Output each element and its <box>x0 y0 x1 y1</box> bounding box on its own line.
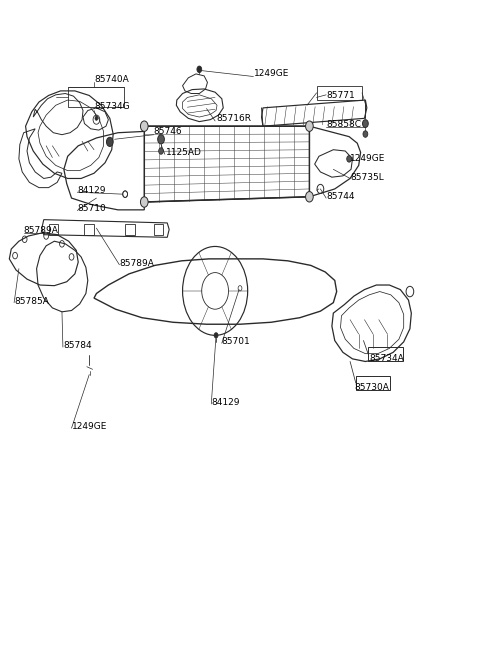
Circle shape <box>141 196 148 207</box>
Text: 85716R: 85716R <box>216 114 251 123</box>
Text: 85789A: 85789A <box>120 259 154 268</box>
Text: 85735L: 85735L <box>350 173 384 181</box>
Circle shape <box>214 333 218 338</box>
Text: 85701: 85701 <box>222 337 251 346</box>
Bar <box>154 223 163 235</box>
Circle shape <box>157 135 164 144</box>
Bar <box>68 87 124 107</box>
Text: 1125AD: 1125AD <box>166 148 202 157</box>
Text: 85744: 85744 <box>326 193 355 201</box>
Bar <box>317 86 362 100</box>
Text: 85740A: 85740A <box>94 75 129 84</box>
Text: 85785A: 85785A <box>14 297 49 306</box>
Circle shape <box>306 191 313 202</box>
Text: 84129: 84129 <box>211 398 240 407</box>
Text: 85734G: 85734G <box>94 102 130 111</box>
Circle shape <box>197 66 202 73</box>
Text: 85789A: 85789A <box>24 226 59 235</box>
Circle shape <box>95 117 98 121</box>
Bar <box>356 376 390 390</box>
Circle shape <box>363 131 368 138</box>
Text: 85734A: 85734A <box>369 354 404 364</box>
Text: 84129: 84129 <box>77 186 106 195</box>
Text: 85858C: 85858C <box>326 121 361 130</box>
Text: 85730A: 85730A <box>355 383 390 392</box>
Circle shape <box>107 138 113 147</box>
Text: 85746: 85746 <box>154 127 182 136</box>
Text: 85771: 85771 <box>326 91 355 100</box>
Circle shape <box>306 121 313 132</box>
Text: 1249GE: 1249GE <box>72 422 107 432</box>
Text: 85710: 85710 <box>77 204 106 213</box>
Text: 1249GE: 1249GE <box>254 69 290 79</box>
Circle shape <box>158 148 163 155</box>
Bar <box>48 223 58 235</box>
Circle shape <box>141 121 148 132</box>
Bar <box>125 223 135 235</box>
Text: 1249GE: 1249GE <box>350 155 385 163</box>
Circle shape <box>347 156 351 162</box>
Text: 85784: 85784 <box>63 341 92 350</box>
Bar <box>368 347 403 362</box>
Circle shape <box>362 120 368 128</box>
Bar <box>84 223 94 235</box>
